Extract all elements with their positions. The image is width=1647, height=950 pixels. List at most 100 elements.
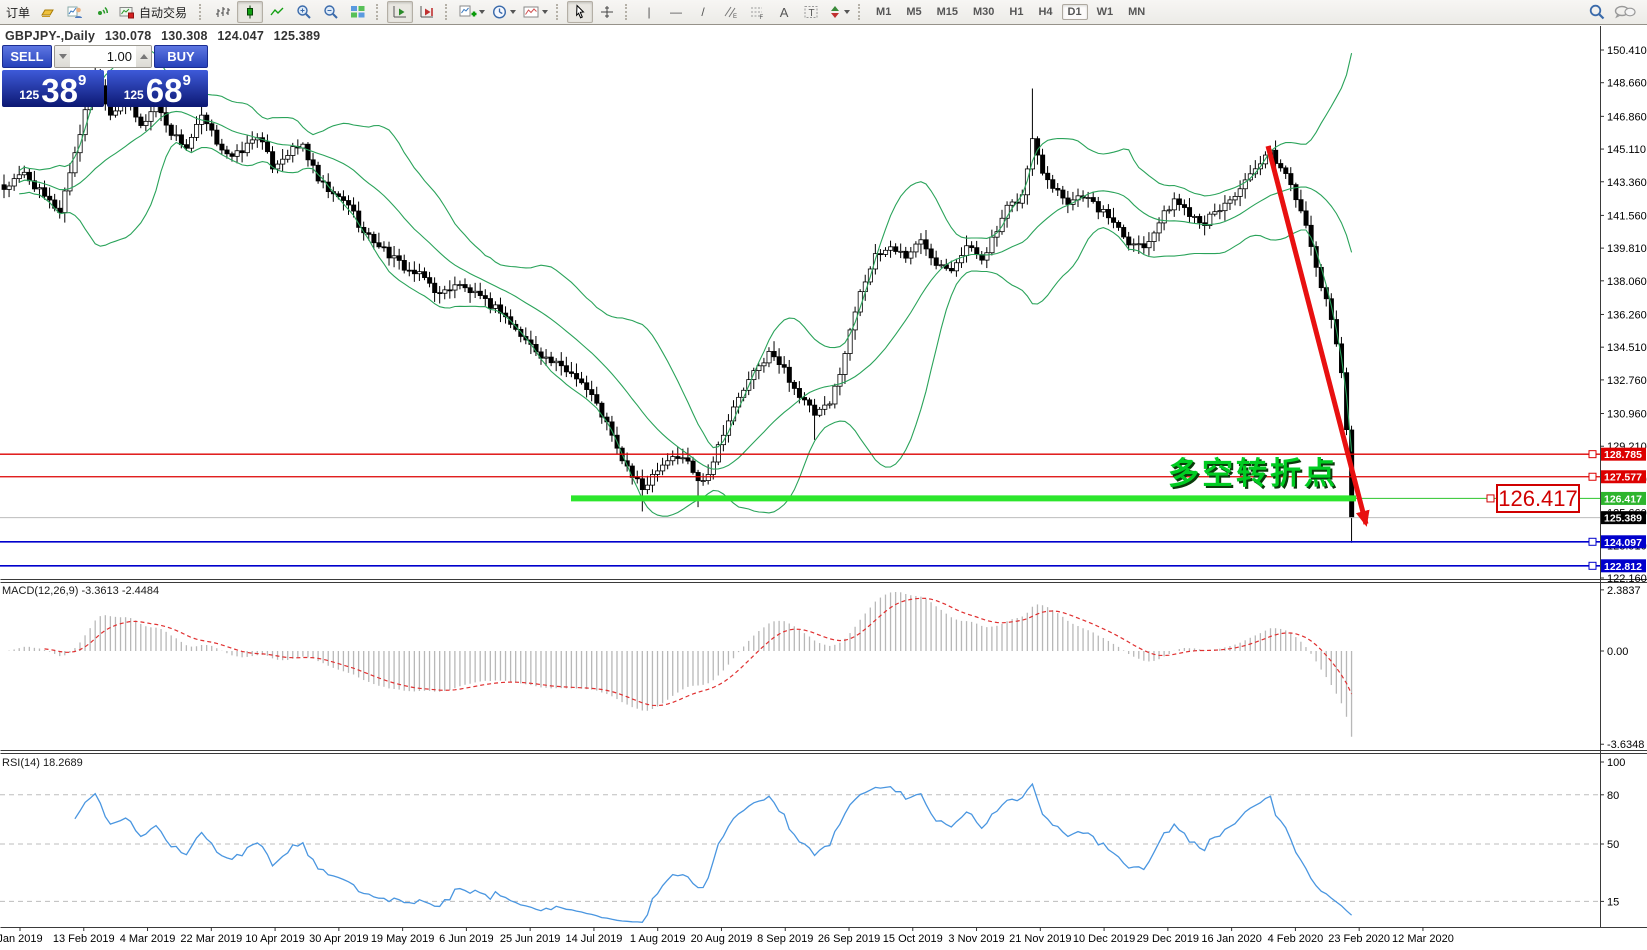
channel-tool-icon[interactable]: E — [717, 1, 743, 23]
volume-input[interactable]: 1.00 — [106, 49, 132, 64]
buy-price-display[interactable]: 125 68 9 — [106, 70, 208, 109]
crosshair-tool-icon[interactable] — [594, 1, 620, 23]
trend-arrow — [1265, 145, 1370, 527]
svg-text:122.812: 122.812 — [1604, 561, 1642, 573]
signal-icon[interactable] — [89, 1, 115, 23]
svg-text:4 Mar 2019: 4 Mar 2019 — [120, 933, 176, 945]
history-data-icon[interactable] — [35, 1, 61, 23]
svg-text:16 Jan 2020: 16 Jan 2020 — [1201, 933, 1262, 945]
svg-text:13 Feb 2019: 13 Feb 2019 — [53, 933, 115, 945]
svg-text:2.3837: 2.3837 — [1607, 585, 1641, 597]
chinese-annotation[interactable]: 多空转折点 — [1168, 456, 1338, 491]
svg-text:141.560: 141.560 — [1607, 210, 1647, 222]
buy-price-pips: 68 — [145, 71, 183, 109]
timeframe-m30[interactable]: M30 — [973, 6, 995, 18]
chart-shift-icon[interactable] — [414, 1, 440, 23]
svg-text:130.960: 130.960 — [1607, 409, 1647, 421]
buy-price-whole: 125 — [123, 88, 144, 102]
svg-text:8 Sep 2019: 8 Sep 2019 — [757, 933, 813, 945]
svg-text:1 Aug 2019: 1 Aug 2019 — [630, 933, 686, 945]
timeframe-m5[interactable]: M5 — [906, 6, 922, 18]
toolbar-grip — [199, 4, 205, 20]
dropdown-arrow-icon — [542, 10, 549, 14]
trendline-tool-icon[interactable]: / — [701, 5, 705, 19]
toolbar-grip — [445, 4, 451, 20]
chat-icon[interactable] — [1611, 1, 1639, 23]
search-icon[interactable] — [1584, 1, 1610, 23]
timeframe-mn[interactable]: MN — [1128, 6, 1146, 18]
volume-stepper: 1.00 — [54, 45, 152, 68]
cursor-tool-icon[interactable] — [567, 1, 594, 23]
timeframe-d1[interactable]: D1 — [1061, 4, 1088, 20]
zoom-out-icon[interactable] — [318, 1, 344, 23]
vertical-line-tool-icon[interactable]: | — [647, 5, 651, 19]
svg-text:122.160: 122.160 — [1607, 573, 1647, 585]
buy-button[interactable]: BUY — [154, 45, 208, 68]
svg-text:15 Oct 2019: 15 Oct 2019 — [883, 933, 943, 945]
svg-text:19 May 2019: 19 May 2019 — [371, 933, 435, 945]
svg-text:143.360: 143.360 — [1607, 177, 1647, 189]
text-tool-icon[interactable]: A — [779, 4, 789, 20]
svg-text:12 Mar 2020: 12 Mar 2020 — [1392, 933, 1454, 945]
svg-text:10 Dec 2019: 10 Dec 2019 — [1073, 933, 1135, 945]
triangle-up-icon — [139, 54, 148, 59]
line-chart-icon[interactable] — [264, 1, 290, 23]
ohlc-close: 125.389 — [273, 29, 321, 43]
toolbar-grip — [858, 4, 864, 20]
fibonacci-tool-icon[interactable]: F — [744, 1, 770, 23]
main-toolbar: 订单 自动交易 — [0, 0, 1647, 25]
svg-text:124.097: 124.097 — [1604, 537, 1642, 549]
autotrading-button[interactable]: 自动交易 — [116, 1, 194, 23]
toolbar-grip — [625, 4, 631, 20]
svg-text:29 Dec 2019: 29 Dec 2019 — [1137, 933, 1199, 945]
svg-text:6 Jun 2019: 6 Jun 2019 — [439, 933, 493, 945]
tile-windows-icon[interactable] — [345, 1, 371, 23]
zoom-in-icon[interactable] — [291, 1, 317, 23]
svg-text:148.660: 148.660 — [1607, 78, 1647, 90]
horizontal-line-tool-icon[interactable]: — — [670, 5, 683, 19]
ohlc-open: 130.078 — [104, 29, 152, 43]
market-watch-icon[interactable] — [62, 1, 88, 23]
dropdown-arrow-icon — [844, 10, 851, 14]
svg-text:134.510: 134.510 — [1607, 342, 1647, 354]
text-label-tool-icon[interactable]: T — [798, 1, 824, 23]
periods-button[interactable] — [489, 1, 519, 23]
volume-decrease-button[interactable] — [55, 46, 70, 67]
svg-text:128.785: 128.785 — [1604, 449, 1642, 461]
svg-text:4 Feb 2020: 4 Feb 2020 — [1268, 933, 1324, 945]
toolbar-grip — [376, 4, 382, 20]
sell-button[interactable]: SELL — [2, 45, 52, 68]
volume-increase-button[interactable] — [136, 46, 151, 67]
ohlc-low: 124.047 — [217, 29, 264, 43]
rsi-line — [74, 782, 1353, 923]
triangle-down-icon — [58, 54, 67, 59]
toolbar-grip — [556, 4, 562, 20]
dropdown-arrow-icon — [479, 10, 486, 14]
sell-price-display[interactable]: 125 38 9 — [2, 70, 104, 107]
macd-indicator-label: MACD(12,26,9) -3.3613 -2.4484 — [2, 585, 160, 597]
orders-button[interactable]: 订单 — [6, 5, 31, 20]
timeframe-h1[interactable]: H1 — [1009, 6, 1024, 18]
timeframe-m1[interactable]: M1 — [876, 6, 892, 18]
templates-button[interactable] — [520, 1, 551, 23]
timeframe-m15[interactable]: M15 — [936, 6, 958, 18]
bar-chart-icon[interactable] — [210, 1, 236, 23]
svg-text:10 Apr 2019: 10 Apr 2019 — [245, 933, 304, 945]
arrows-tool-button[interactable] — [825, 1, 853, 23]
price-label-box[interactable]: 126.417 — [1496, 484, 1580, 513]
svg-text:146.860: 146.860 — [1607, 111, 1647, 123]
timeframe-w1[interactable]: W1 — [1096, 6, 1114, 18]
svg-text:22 Mar 2019: 22 Mar 2019 — [180, 933, 242, 945]
autotrading-label: 自动交易 — [139, 5, 188, 20]
new-chart-button[interactable] — [456, 1, 488, 23]
svg-text:26 Sep 2019: 26 Sep 2019 — [818, 933, 880, 945]
svg-text:23 Feb 2020: 23 Feb 2020 — [1328, 933, 1390, 945]
svg-text:15: 15 — [1607, 896, 1619, 908]
candlestick-chart-icon[interactable] — [237, 1, 264, 23]
svg-text:127.577: 127.577 — [1604, 472, 1642, 484]
svg-text:80: 80 — [1607, 790, 1619, 802]
svg-text:Jan 2019: Jan 2019 — [0, 933, 43, 945]
auto-scroll-icon[interactable] — [387, 1, 414, 23]
timeframe-h4[interactable]: H4 — [1038, 6, 1053, 18]
